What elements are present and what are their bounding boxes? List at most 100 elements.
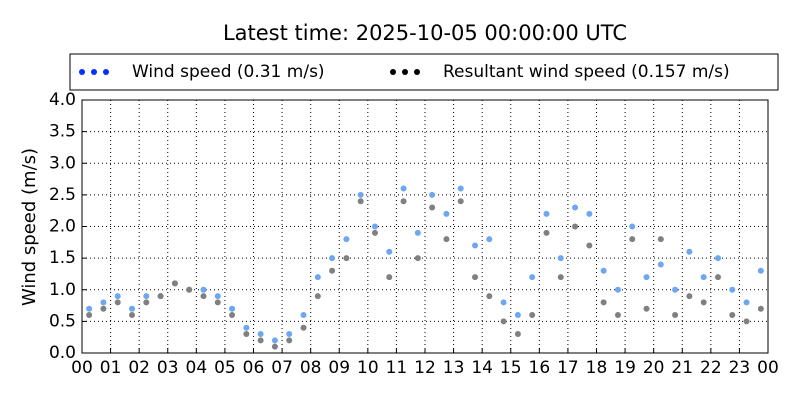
data-point (329, 255, 336, 262)
x-tick-label: 05 (214, 358, 236, 378)
x-tick-label: 15 (500, 358, 522, 378)
data-point (314, 274, 321, 281)
x-tick-label: 03 (157, 358, 179, 378)
data-point (143, 299, 150, 306)
x-tick-label: 11 (386, 358, 408, 378)
legend-marker (91, 69, 97, 75)
data-point (743, 318, 750, 325)
data-point (86, 312, 93, 319)
data-point (86, 305, 93, 312)
legend-label: Resultant wind speed (0.157 m/s) (443, 62, 730, 82)
data-point (629, 223, 636, 230)
data-point (643, 274, 650, 281)
data-point (600, 267, 607, 274)
data-point (586, 242, 593, 249)
data-point (229, 305, 236, 312)
data-point (586, 210, 593, 217)
data-point (414, 255, 421, 262)
data-point (729, 312, 736, 319)
data-point (672, 312, 679, 319)
x-tick-label: 23 (729, 358, 751, 378)
y-tick-label: 0.5 (49, 311, 76, 331)
data-point (514, 312, 521, 319)
x-tick-label: 21 (671, 358, 693, 378)
x-tick-label: 18 (586, 358, 608, 378)
x-tick-label: 12 (414, 358, 436, 378)
data-point (672, 286, 679, 293)
data-point (286, 331, 293, 338)
data-point (614, 312, 621, 319)
data-point (386, 248, 393, 255)
data-point (214, 293, 221, 300)
data-point (686, 248, 693, 255)
data-point (314, 293, 321, 300)
data-point (100, 305, 107, 312)
x-tick-label: 00 (757, 358, 779, 378)
data-point (629, 236, 636, 243)
data-point (514, 331, 521, 338)
data-point (714, 274, 721, 281)
data-point (457, 198, 464, 205)
x-tick-label: 04 (186, 358, 208, 378)
data-point (486, 293, 493, 300)
data-point (500, 299, 507, 306)
data-point (743, 299, 750, 306)
chart-title: Latest time: 2025-10-05 00:00:00 UTC (223, 21, 627, 45)
y-tick-label: 4.0 (49, 90, 76, 110)
data-point (114, 293, 121, 300)
data-point (271, 343, 278, 350)
data-point (400, 198, 407, 205)
data-point (572, 223, 579, 230)
x-tick-label: 01 (100, 358, 122, 378)
x-tick-label: 07 (271, 358, 293, 378)
data-point (529, 274, 536, 281)
y-tick-label: 3.5 (49, 122, 76, 142)
data-point (472, 242, 479, 249)
data-point (257, 337, 264, 344)
data-point (129, 312, 136, 319)
data-point (243, 331, 250, 338)
data-point (600, 299, 607, 306)
data-point (343, 255, 350, 262)
data-point (229, 312, 236, 319)
x-tick-label: 13 (443, 358, 465, 378)
data-point (686, 293, 693, 300)
legend-marker (103, 69, 109, 75)
x-tick-label: 06 (243, 358, 265, 378)
data-point (614, 286, 621, 293)
data-point (371, 229, 378, 236)
data-point (429, 191, 436, 198)
data-point (171, 280, 178, 287)
data-point (429, 204, 436, 211)
data-point (157, 293, 164, 300)
legend-marker (390, 69, 396, 75)
data-point (329, 267, 336, 274)
y-tick-label: 0.0 (49, 343, 76, 363)
data-point (657, 236, 664, 243)
y-tick-label: 1.5 (49, 248, 76, 268)
data-point (114, 299, 121, 306)
data-point (300, 324, 307, 331)
data-point (457, 185, 464, 192)
data-point (186, 286, 193, 293)
data-point (257, 331, 264, 338)
data-point (357, 191, 364, 198)
x-tick-label: 10 (357, 358, 379, 378)
data-point (700, 299, 707, 306)
y-tick-label: 2.0 (49, 217, 76, 237)
data-point (371, 223, 378, 230)
data-point (700, 274, 707, 281)
y-axis-label: Wind speed (m/s) (19, 148, 40, 306)
data-point (543, 229, 550, 236)
data-point (500, 318, 507, 325)
x-tick-label: 17 (557, 358, 579, 378)
x-tick-label: 08 (300, 358, 322, 378)
data-point (143, 293, 150, 300)
y-tick-label: 3.0 (49, 153, 76, 173)
data-point (129, 305, 136, 312)
y-tick-label: 1.0 (49, 280, 76, 300)
data-point (200, 286, 207, 293)
data-point (486, 236, 493, 243)
data-point (657, 261, 664, 268)
